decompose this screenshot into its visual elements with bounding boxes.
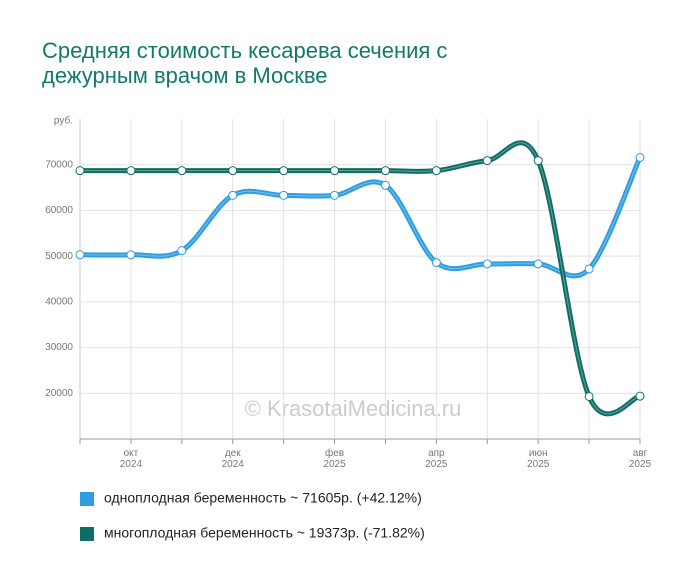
point [330, 190, 340, 200]
point [533, 259, 543, 269]
chart-title: дежурным врачом в Москве [42, 63, 328, 88]
point [431, 258, 441, 268]
point [584, 391, 594, 401]
x-tick-label: июн 2025 [527, 448, 550, 470]
point [584, 264, 594, 274]
point [431, 166, 441, 176]
point [635, 152, 645, 162]
point [380, 166, 390, 176]
y-axis-label: руб. [54, 115, 73, 127]
x-tick-label: фев 2025 [323, 448, 346, 470]
point [279, 166, 289, 176]
y-tick-label: 40000 [45, 296, 73, 307]
x-tick-label: дек 2024 [221, 448, 244, 470]
point [177, 166, 187, 176]
legend-label: одноплодная беременность ~ 71605р. (+42.… [104, 490, 422, 506]
chart-title: Средняя стоимость кесарева сечения с [42, 38, 447, 63]
point [126, 166, 136, 176]
y-tick-label: 30000 [45, 342, 73, 353]
point [330, 166, 340, 176]
point [228, 190, 238, 200]
point [75, 250, 85, 260]
point [380, 180, 390, 190]
point [177, 246, 187, 256]
x-tick-label: авг 2025 [628, 448, 652, 470]
y-tick-label: 20000 [45, 388, 73, 399]
watermark: © KrasotaiMedicina.ru [245, 396, 462, 421]
point [533, 156, 543, 166]
x-tick-label: апр 2025 [425, 448, 448, 470]
legend-swatch [80, 527, 94, 541]
point [482, 259, 492, 269]
y-tick-label: 70000 [45, 159, 73, 170]
series-line [79, 156, 643, 279]
point [635, 391, 645, 401]
point [482, 156, 492, 166]
x-tick-label: окт 2024 [119, 448, 143, 470]
legend-label: многоплодная беременность ~ 19373р. (-71… [104, 525, 425, 541]
y-tick-label: 60000 [45, 205, 73, 216]
point [126, 250, 136, 260]
point [75, 166, 85, 176]
legend-swatch [80, 492, 94, 506]
y-tick-label: 50000 [45, 251, 73, 262]
point [228, 166, 238, 176]
point [279, 190, 289, 200]
